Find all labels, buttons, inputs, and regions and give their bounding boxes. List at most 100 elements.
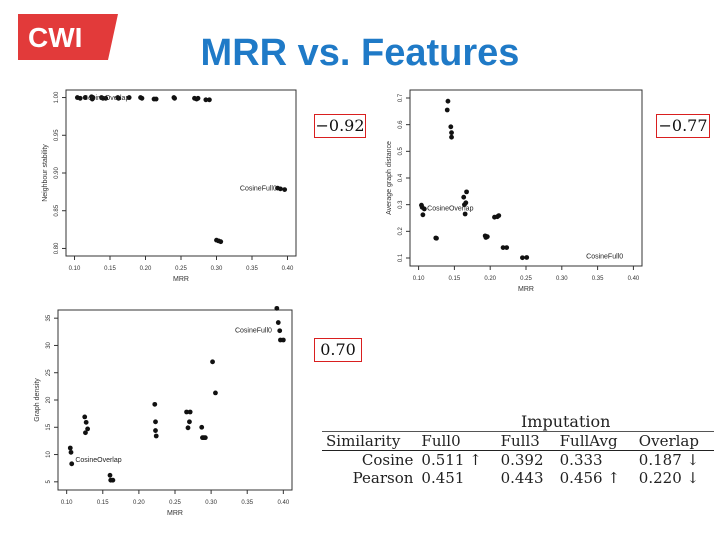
data-point — [434, 235, 439, 241]
data-point — [275, 320, 281, 325]
x-tick-label: 0.15 — [449, 276, 461, 282]
correlation-box-graph-distance: −0.77 — [656, 114, 710, 138]
data-point — [520, 255, 525, 261]
y-tick-label: 20 — [46, 396, 52, 403]
x-tick-label: 0.10 — [61, 500, 73, 506]
y-tick-label: 0.1 — [398, 253, 404, 262]
column-header-overlap: Overlap — [634, 431, 714, 451]
x-tick-label: 0.15 — [97, 500, 109, 506]
x-tick-label: 0.30 — [211, 266, 223, 272]
y-tick-label: 15 — [46, 423, 52, 430]
table-cell: 0.220 ↓ — [638, 469, 700, 487]
x-tick-label: 0.35 — [241, 500, 253, 506]
column-header-fullavg: FullAvg — [555, 431, 635, 451]
data-point — [464, 189, 469, 195]
data-point — [82, 414, 88, 420]
data-point — [77, 95, 83, 101]
cwi-logo: CWI — [18, 14, 118, 60]
y-tick-label: 1.00 — [54, 91, 60, 103]
data-point — [69, 461, 75, 467]
data-point — [103, 95, 109, 101]
slide-title: MRR vs. Features — [200, 32, 520, 74]
plot-frame — [65, 89, 297, 257]
data-point — [187, 409, 193, 415]
y-tick-label: 5 — [46, 479, 52, 483]
data-point — [445, 98, 451, 104]
data-point — [184, 409, 189, 415]
x-tick-label: 0.40 — [282, 266, 294, 272]
data-point — [172, 95, 178, 101]
data-point — [203, 97, 209, 103]
x-tick-label: 0.20 — [133, 500, 145, 506]
x-tick-label: 0.35 — [592, 276, 604, 282]
x-tick-label: 0.20 — [484, 276, 496, 282]
correlation-box-graph-density: 0.70 — [314, 338, 362, 362]
data-point — [153, 433, 159, 439]
data-point — [462, 211, 468, 217]
x-tick-label: 0.25 — [175, 266, 187, 272]
similarity-header: Similarity — [322, 431, 418, 451]
x-tick-label: 0.15 — [104, 266, 116, 272]
x-tick-label: 0.25 — [169, 500, 181, 506]
data-point — [277, 328, 283, 334]
x-tick-label: 0.30 — [556, 276, 568, 282]
x-tick-label: 0.30 — [205, 500, 217, 506]
data-point — [68, 449, 74, 455]
x-axis-label: MRR — [518, 286, 534, 293]
y-tick-label: 0.3 — [398, 200, 404, 209]
imputation-header: Imputation — [520, 412, 611, 431]
data-point — [116, 95, 121, 101]
point-annotation: CosineFull0 — [235, 327, 272, 334]
data-point — [277, 186, 283, 192]
data-point — [524, 255, 530, 260]
point-annotation: CosineOverlap — [427, 206, 473, 213]
data-point — [153, 428, 158, 433]
data-point — [82, 95, 88, 100]
table-cell: 0.187 ↓ — [638, 451, 700, 469]
y-axis-label: Graph density — [34, 378, 41, 422]
data-point — [187, 419, 192, 425]
x-axis-label: MRR — [173, 276, 189, 283]
data-point — [496, 213, 502, 218]
y-axis-label: Average graph distance — [386, 141, 393, 215]
y-tick-label: 0.90 — [54, 167, 60, 179]
row-label-pearson: Pearson — [352, 469, 414, 487]
data-point — [504, 245, 510, 251]
data-point — [83, 430, 88, 436]
data-point — [213, 390, 218, 396]
data-point — [107, 472, 113, 478]
point-annotation: CosineOverlap — [83, 95, 129, 102]
data-point — [218, 239, 224, 245]
y-axis-label: Neighbour stability — [42, 144, 49, 202]
y-tick-label: 25 — [46, 369, 52, 376]
data-point — [185, 425, 191, 431]
y-tick-label: 0.6 — [398, 120, 404, 129]
table-cell: 0.392 — [500, 451, 544, 469]
data-point — [153, 96, 159, 102]
x-axis-label: MRR — [167, 510, 183, 517]
data-point — [463, 200, 469, 206]
table-row: Pearson 0.451 0.443 0.456 ↑ 0.220 ↓ — [322, 469, 714, 487]
data-point — [153, 419, 158, 425]
y-tick-label: 0.95 — [54, 129, 60, 141]
data-point — [449, 134, 454, 140]
table-cell: 0.443 — [500, 469, 544, 487]
data-point — [83, 419, 89, 425]
table-row: Cosine 0.511 ↑ 0.392 0.333 0.187 ↓ — [322, 451, 714, 469]
data-point — [139, 95, 145, 101]
scatter-graph-density: 0.10 0.15 0.20 0.25 0.30 0.35 0.40 5 10 15 20 25 30 3… — [30, 305, 300, 524]
y-tick-label: 0.2 — [398, 227, 404, 236]
data-point — [282, 187, 288, 192]
column-header-full0: Full0 — [417, 431, 497, 451]
data-point — [280, 337, 286, 343]
y-tick-label: 0.80 — [54, 242, 60, 254]
x-tick-label: 0.35 — [246, 266, 258, 272]
x-tick-label: 0.25 — [520, 276, 532, 282]
scatter-average-graph-distance: 0.10 0.15 0.20 0.25 0.30 0.35 0.40 0.1 0.2 0.3 0.4… — [382, 86, 650, 302]
data-point — [85, 426, 91, 432]
table-cell: 0.511 ↑ — [421, 451, 482, 469]
data-point — [444, 107, 450, 113]
data-point — [199, 424, 205, 430]
logo-text: CWI — [28, 22, 82, 53]
y-tick-label: 30 — [46, 341, 52, 348]
